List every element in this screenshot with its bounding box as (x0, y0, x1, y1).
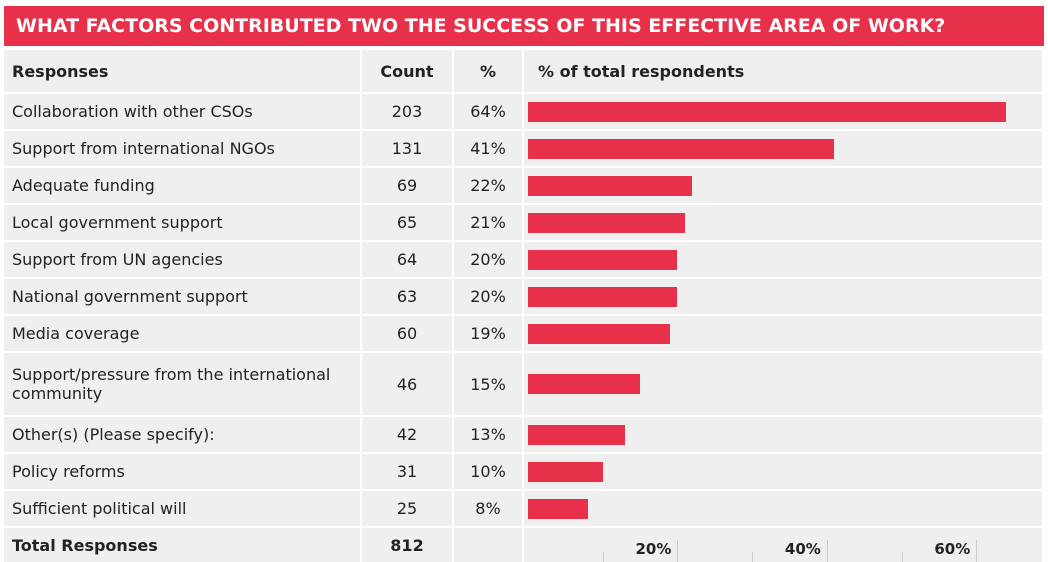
response: National government support (4, 279, 360, 314)
bar-cell (524, 94, 1042, 129)
bar-cell (524, 353, 1042, 415)
row: Other(s) (Please specify): 42 13% (4, 417, 1044, 452)
bar (528, 374, 641, 394)
empty-cell (454, 528, 522, 562)
count: 46 (362, 353, 452, 415)
row: Adequate funding 69 22% (4, 168, 1044, 203)
percent: 20% (454, 242, 522, 277)
count: 65 (362, 205, 452, 240)
column-header: % of total respondents (524, 50, 1042, 92)
bar-cell (524, 242, 1042, 277)
count: 25 (362, 491, 452, 526)
bar (528, 323, 670, 344)
row: Support/pressure from the international … (4, 353, 1044, 415)
bar (528, 175, 693, 196)
major-tick (826, 540, 828, 562)
row: Policy reforms 31 10% (4, 454, 1044, 489)
column-header: Count (362, 50, 452, 92)
row: Total Responses 812 20% 40% 60% (4, 528, 1044, 562)
percent: 64% (454, 94, 522, 129)
count: 69 (362, 168, 452, 203)
row: Local government support 65 21% (4, 205, 1044, 240)
response: Local government support (4, 205, 360, 240)
tick-label: 40% (784, 540, 821, 558)
bar-cell (524, 454, 1042, 489)
minor-tick (602, 552, 604, 562)
count: 31 (362, 454, 452, 489)
percent: 22% (454, 168, 522, 203)
row: Support from international NGOs 131 41% (4, 131, 1044, 166)
bar-cell (524, 417, 1042, 452)
response: Support from UN agencies (4, 242, 360, 277)
total-count: 812 (362, 528, 452, 562)
bar-cell (524, 205, 1042, 240)
column-header: % (454, 50, 522, 92)
axis-cell: 20% 40% 60% (524, 528, 1042, 562)
response: Support from international NGOs (4, 131, 360, 166)
response: Support/pressure from the international … (4, 353, 360, 415)
bar (528, 498, 588, 519)
percent: 41% (454, 131, 522, 166)
column-header: Responses (4, 50, 360, 92)
percent: 19% (454, 316, 522, 351)
bar-cell (524, 316, 1042, 351)
total-label: Total Responses (4, 528, 360, 562)
row: National government support 63 20% (4, 279, 1044, 314)
minor-tick (752, 552, 754, 562)
count: 60 (362, 316, 452, 351)
title: WHAT FACTORS CONTRIBUTED TWO THE SUCCESS… (4, 6, 1044, 46)
tick-label: 20% (635, 540, 672, 558)
response: Media coverage (4, 316, 360, 351)
response: Adequate funding (4, 168, 360, 203)
percent: 20% (454, 279, 522, 314)
percent: 8% (454, 491, 522, 526)
row: Collaboration with other CSOs 203 64% (4, 94, 1044, 129)
percent: 10% (454, 454, 522, 489)
count: 42 (362, 417, 452, 452)
response: Collaboration with other CSOs (4, 94, 360, 129)
percent: 15% (454, 353, 522, 415)
major-tick (677, 540, 679, 562)
bar-cell (524, 131, 1042, 166)
minor-tick (901, 552, 903, 562)
bar (528, 286, 678, 307)
bar (528, 138, 835, 159)
row: Responses Count%% of total respondents (4, 50, 1044, 92)
tick-label: 60% (934, 540, 971, 558)
count: 131 (362, 131, 452, 166)
response: Sufficient political will (4, 491, 360, 526)
row: Sufficient political will 25 8% (4, 491, 1044, 526)
bar-cell (524, 491, 1042, 526)
response: Policy reforms (4, 454, 360, 489)
row: Media coverage 60 19% (4, 316, 1044, 351)
bar (528, 424, 626, 445)
response: Other(s) (Please specify): (4, 417, 360, 452)
count: 203 (362, 94, 452, 129)
bar-cell (524, 279, 1042, 314)
bar (528, 101, 1007, 122)
bar-cell (524, 168, 1042, 203)
bar (528, 461, 603, 482)
bar (528, 249, 678, 270)
row: Support from UN agencies 64 20% (4, 242, 1044, 277)
major-tick (976, 540, 978, 562)
percent: 13% (454, 417, 522, 452)
bar (528, 212, 685, 233)
count: 64 (362, 242, 452, 277)
percent: 21% (454, 205, 522, 240)
count: 63 (362, 279, 452, 314)
